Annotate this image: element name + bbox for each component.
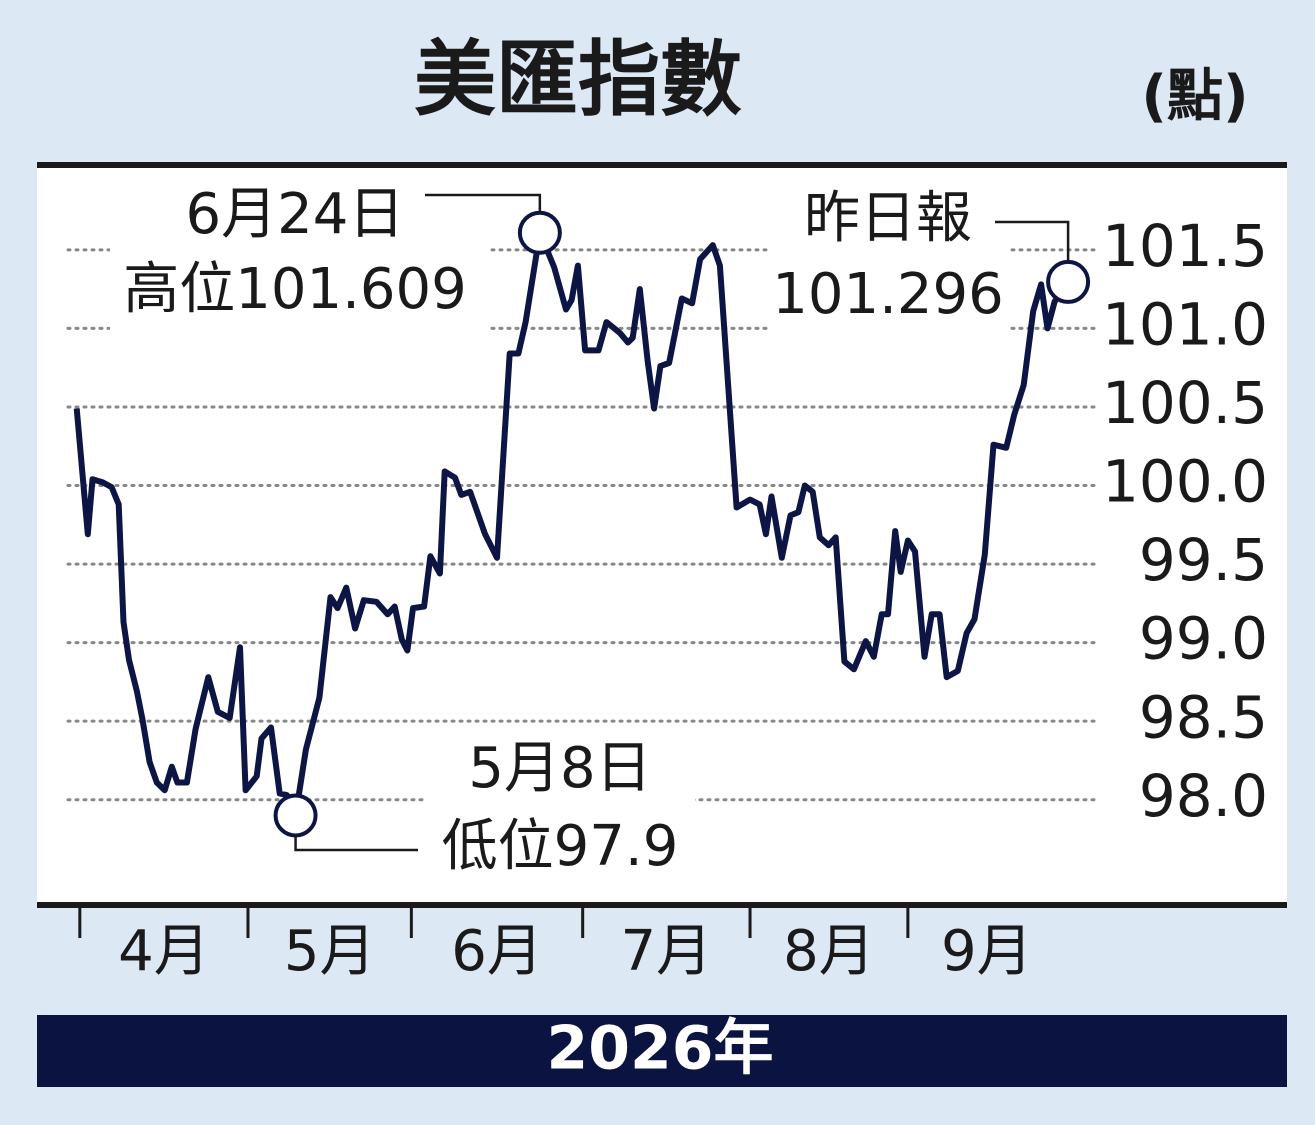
annotation-bg xyxy=(770,186,1010,331)
y-tick-label: 100.0 xyxy=(1102,448,1268,516)
x-tick-label: 5月 xyxy=(284,919,376,984)
y-tick-label: 99.0 xyxy=(1139,605,1268,673)
y-tick-label: 101.5 xyxy=(1102,212,1268,280)
y-tick-label: 99.5 xyxy=(1139,526,1268,594)
x-tick-label: 6月 xyxy=(451,919,543,984)
annotation-bg xyxy=(425,742,695,887)
chart-title: 美匯指數 xyxy=(414,32,742,127)
annotation-marker xyxy=(273,793,318,838)
annotation-marker xyxy=(1046,259,1091,304)
data-line xyxy=(73,229,1071,819)
unit-label: (點) xyxy=(1141,64,1248,129)
y-tick-label: 98.5 xyxy=(1139,683,1268,751)
y-tick-label: 98.0 xyxy=(1139,762,1268,830)
x-tick-label: 7月 xyxy=(621,919,713,984)
annotation-text: 高位101.609 xyxy=(123,257,467,322)
x-tick-label: 4月 xyxy=(118,919,210,984)
leader-line xyxy=(995,220,1070,261)
annotation-text: 101.296 xyxy=(772,262,1004,327)
annotation-text: 低位97.9 xyxy=(442,814,679,879)
x-tick-label: 9月 xyxy=(941,919,1033,984)
y-tick-label: 101.0 xyxy=(1102,291,1268,359)
annotation-text: 5月8日 xyxy=(468,736,651,801)
annotation-text: 6月24日 xyxy=(186,182,405,247)
footer-band xyxy=(37,1015,1287,1087)
annotation-marker xyxy=(517,210,562,255)
annotation-text: 昨日報 xyxy=(804,186,972,251)
y-tick-label: 100.5 xyxy=(1102,369,1268,437)
leader-line xyxy=(294,836,418,852)
x-tick-label: 8月 xyxy=(783,919,875,984)
annotation-bg xyxy=(110,182,488,332)
footer-label: 2026年 xyxy=(547,1014,774,1084)
leader-line xyxy=(425,193,542,212)
